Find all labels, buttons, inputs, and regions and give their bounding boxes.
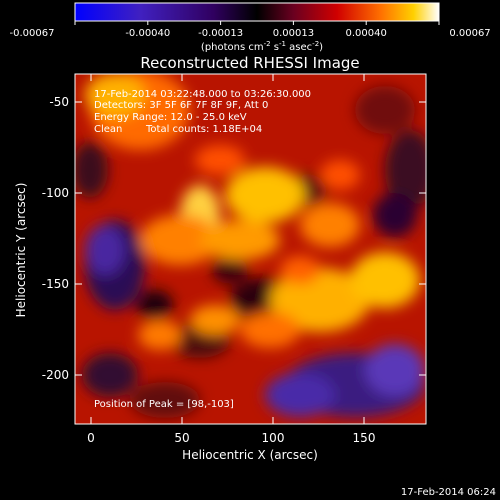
peak-position-text: Position of Peak = [98,-103] <box>94 399 234 410</box>
x-tick-label: 0 <box>87 431 95 445</box>
image-feature <box>212 256 248 284</box>
y-axis-label: Heliocentric Y (arcsec) <box>14 183 28 318</box>
plot-title: Reconstructed RHESSI Image <box>140 54 359 72</box>
colorbar-tick-label: -0.00040 <box>125 28 170 39</box>
image-feature <box>280 256 320 284</box>
x-tick-label: 100 <box>262 431 285 445</box>
y-axis-ticks <box>75 101 426 376</box>
x-axis-ticks <box>90 74 365 424</box>
time-range-text: 17-Feb-2014 03:22:48.000 to 03:26:30.000 <box>94 89 311 100</box>
image-feature <box>75 142 108 198</box>
image-feature <box>350 252 420 308</box>
image-feature <box>85 74 145 117</box>
image-feature <box>300 203 360 247</box>
colorbar-tick-label: 0.00040 <box>346 28 387 39</box>
image-feature <box>265 373 335 417</box>
image-feature <box>270 268 370 332</box>
colorbar-ticks <box>74 21 440 25</box>
image-feature <box>200 220 280 260</box>
image-feature <box>140 215 220 265</box>
image-feature <box>137 290 173 320</box>
image-feature <box>320 160 360 190</box>
image-feature <box>130 382 200 418</box>
y-tick-label: -150 <box>42 277 69 291</box>
colorbar-tick-label: -0.00013 <box>198 28 243 39</box>
image-feature <box>240 312 300 348</box>
y-tick-label: -100 <box>42 186 69 200</box>
colorbar-tick-label: 0.00013 <box>273 28 314 39</box>
image-feature <box>355 86 415 134</box>
total-counts-text: Total counts: 1.18E+04 <box>145 124 262 135</box>
image-feature <box>190 305 240 335</box>
x-tick-label: 50 <box>174 431 189 445</box>
y-tick-label: -50 <box>49 95 69 109</box>
colorbar-tick-label: 0.00067 <box>449 28 490 39</box>
image-feature <box>385 130 426 210</box>
clean-method-text: Clean <box>94 124 122 135</box>
y-tick-label: -200 <box>42 368 69 382</box>
plot-frame <box>74 73 427 425</box>
rhessi-image <box>75 74 426 424</box>
image-feature <box>225 167 305 223</box>
x-axis-label: Heliocentric X (arcsec) <box>182 448 318 462</box>
image-feature <box>365 344 425 396</box>
colorbar <box>74 2 440 22</box>
image-feature <box>373 193 417 237</box>
x-tick-label: 150 <box>353 431 376 445</box>
detectors-text: Detectors: 3F 5F 6F 7F 8F 9F, Att 0 <box>94 100 268 111</box>
image-feature <box>195 145 245 175</box>
image-feature <box>138 320 182 350</box>
colorbar-tick-label: -0.00067 <box>10 28 55 39</box>
timestamp: 17-Feb-2014 06:24 <box>401 487 496 498</box>
image-feature <box>85 225 125 275</box>
colorbar-units: (photons cm-2 s-1 asec-2) <box>201 40 323 53</box>
energy-range-text: Energy Range: 12.0 - 25.0 keV <box>94 112 247 123</box>
image-feature <box>82 353 138 397</box>
